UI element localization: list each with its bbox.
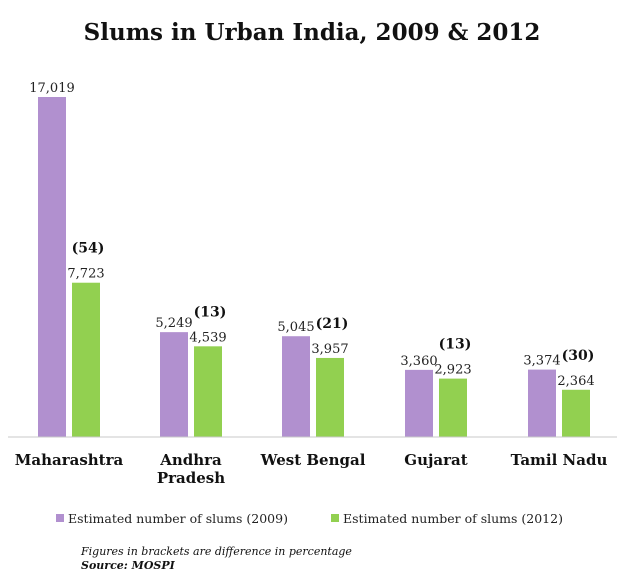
legend-label-2012: Estimated number of slums (2012)	[343, 511, 563, 526]
bars-layer	[38, 97, 590, 437]
legend-swatch-2012	[331, 514, 339, 522]
difference-annotations-layer: (54) (13) (21) (13) (30)	[72, 241, 595, 364]
difference-label-maharashtra: (54)	[72, 241, 105, 257]
difference-label-gujarat: (13)	[439, 337, 472, 353]
legend-swatch-2009	[56, 514, 64, 522]
value-label-west-bengal-2009: 5,045	[277, 320, 314, 335]
footnote-note: Figures in brackets are difference in pe…	[80, 545, 352, 558]
bar-west-bengal-2009	[282, 336, 310, 437]
value-label-gujarat-2009: 3,360	[400, 354, 437, 369]
bar-maharashtra-2012	[72, 282, 100, 437]
legend-label-2009: Estimated number of slums (2009)	[68, 511, 288, 526]
category-label-gujarat: Gujarat	[404, 451, 467, 469]
category-label-west-bengal: West Bengal	[260, 451, 366, 469]
value-label-tamil-nadu-2012: 2,364	[557, 374, 594, 389]
difference-label-tamil-nadu: (30)	[562, 348, 595, 364]
bar-gujarat-2012	[439, 378, 467, 437]
difference-label-andhra-pradesh: (13)	[194, 304, 227, 320]
value-label-andhra-pradesh-2009: 5,249	[155, 316, 192, 331]
bar-tamil-nadu-2012	[562, 389, 590, 437]
bar-tamil-nadu-2009	[528, 369, 556, 437]
bar-andhra-pradesh-2009	[160, 332, 188, 437]
value-label-gujarat-2012: 2,923	[434, 363, 471, 378]
value-label-andhra-pradesh-2012: 4,539	[189, 330, 226, 345]
category-label-tamil-nadu: Tamil Nadu	[511, 451, 608, 469]
difference-label-west-bengal: (21)	[316, 316, 349, 332]
category-label-andhra-pradesh-line-1: Andhra	[159, 451, 222, 469]
value-label-tamil-nadu-2009: 3,374	[523, 354, 560, 369]
category-label-maharashtra: Maharashtra	[15, 451, 124, 469]
footnote-source: Source: MOSPI	[81, 559, 176, 572]
bar-west-bengal-2012	[316, 357, 344, 437]
value-label-maharashtra-2012: 7,723	[67, 267, 104, 282]
chart-title: Slums in Urban India, 2009 & 2012	[84, 19, 541, 46]
bar-andhra-pradesh-2012	[194, 346, 222, 437]
bar-maharashtra-2009	[38, 97, 66, 437]
value-label-west-bengal-2012: 3,957	[311, 342, 348, 357]
legend: Estimated number of slums (2009) Estimat…	[56, 511, 563, 526]
value-label-maharashtra-2009: 17,019	[29, 81, 75, 96]
bar-gujarat-2009	[405, 369, 433, 437]
category-label-andhra-pradesh-line-2: Pradesh	[157, 469, 225, 487]
